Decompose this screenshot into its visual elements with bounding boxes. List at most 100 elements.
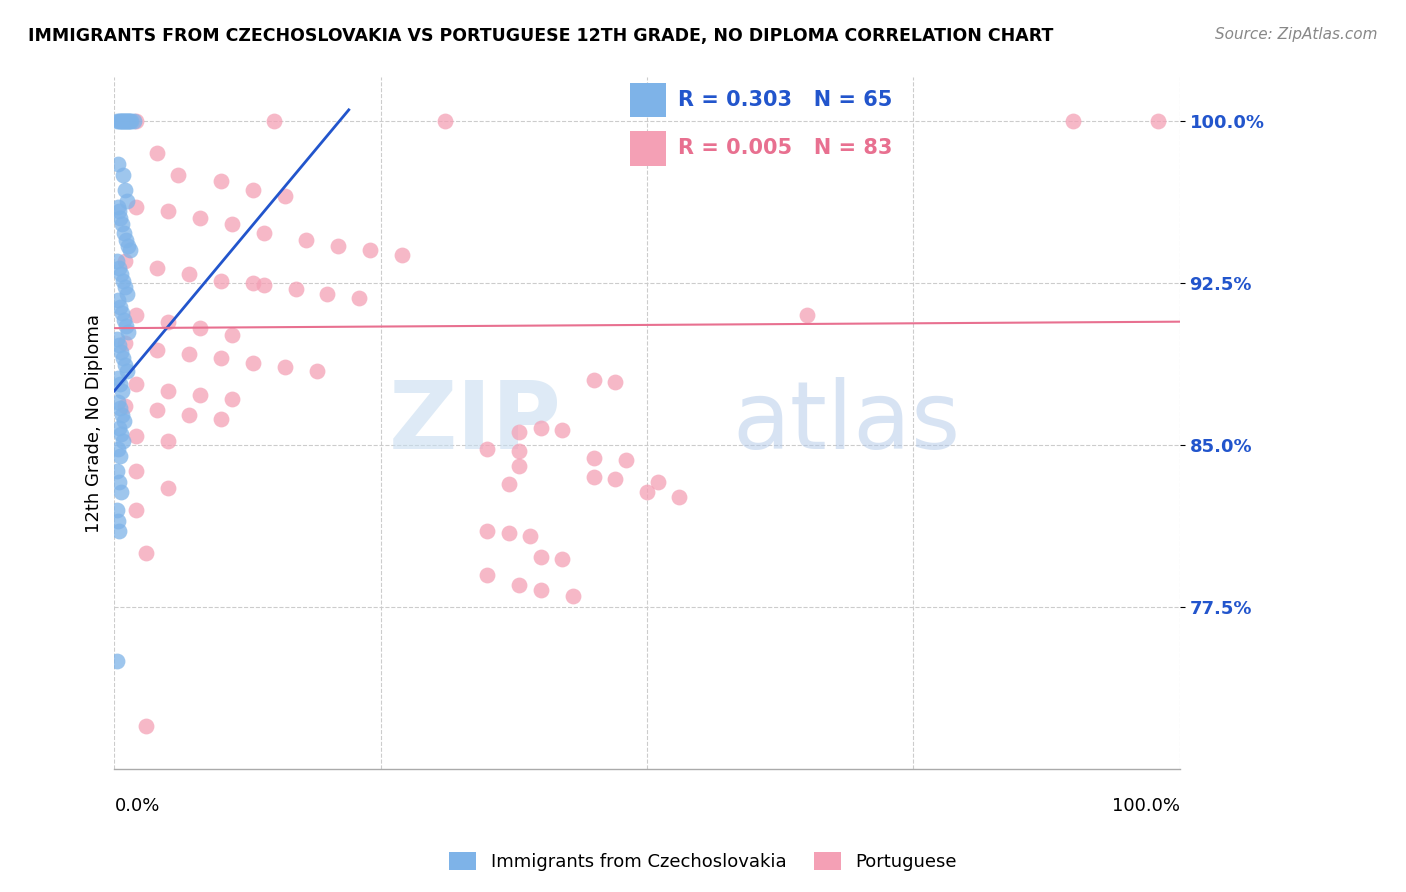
Point xyxy=(156,384,179,398)
Point xyxy=(117,326,139,340)
Point xyxy=(125,308,148,322)
Point xyxy=(146,146,169,161)
Point xyxy=(105,464,128,478)
Point xyxy=(209,274,232,288)
Point xyxy=(108,377,131,392)
Point xyxy=(167,168,190,182)
Point xyxy=(433,113,456,128)
Point xyxy=(796,308,818,322)
Point xyxy=(125,113,148,128)
Point xyxy=(508,425,530,439)
Point xyxy=(105,254,128,268)
Point xyxy=(107,442,129,457)
Point xyxy=(111,434,134,448)
Point xyxy=(111,113,134,128)
Point xyxy=(177,267,200,281)
Point xyxy=(107,204,129,219)
Point xyxy=(107,113,129,128)
Point xyxy=(114,399,136,413)
Point xyxy=(582,373,605,387)
Point xyxy=(115,286,138,301)
Point xyxy=(614,453,637,467)
Point xyxy=(118,113,141,128)
Point xyxy=(117,113,139,128)
Point xyxy=(107,260,129,275)
Point xyxy=(111,218,134,232)
Point xyxy=(107,157,129,171)
Point xyxy=(108,211,131,225)
Point xyxy=(107,293,129,307)
Point xyxy=(156,434,179,448)
Point xyxy=(108,449,131,463)
Point xyxy=(115,113,138,128)
Point xyxy=(114,280,136,294)
Point xyxy=(284,282,307,296)
Point xyxy=(551,552,574,566)
Point xyxy=(120,113,142,128)
Point xyxy=(112,226,135,240)
Point xyxy=(115,194,138,208)
Point xyxy=(107,514,129,528)
Text: Source: ZipAtlas.com: Source: ZipAtlas.com xyxy=(1215,27,1378,42)
Point xyxy=(122,113,145,128)
Point xyxy=(603,473,626,487)
Point xyxy=(146,343,169,357)
Point xyxy=(519,529,541,543)
Point xyxy=(188,321,211,335)
Point xyxy=(561,589,583,603)
Point xyxy=(125,200,148,214)
Point xyxy=(114,113,136,128)
Point xyxy=(668,490,690,504)
Point xyxy=(582,450,605,465)
Point xyxy=(252,277,274,292)
Point xyxy=(114,183,136,197)
FancyBboxPatch shape xyxy=(630,83,666,118)
Point xyxy=(359,244,381,258)
Point xyxy=(242,276,264,290)
Point xyxy=(551,423,574,437)
Point xyxy=(112,113,135,128)
Point xyxy=(107,524,129,539)
Point xyxy=(146,403,169,417)
Point xyxy=(108,113,131,128)
Point xyxy=(115,113,138,128)
Text: atlas: atlas xyxy=(733,377,960,469)
Point xyxy=(221,392,243,407)
Point xyxy=(603,375,626,389)
Text: R = 0.005   N = 83: R = 0.005 N = 83 xyxy=(678,138,891,159)
Point xyxy=(177,347,200,361)
Point xyxy=(107,338,129,352)
Point xyxy=(105,502,128,516)
Point xyxy=(107,200,129,214)
Point xyxy=(295,233,318,247)
Point xyxy=(108,401,131,416)
Point xyxy=(316,286,339,301)
Point xyxy=(110,427,132,442)
Point xyxy=(477,524,499,539)
Y-axis label: 12th Grade, No Diploma: 12th Grade, No Diploma xyxy=(86,314,103,533)
Point xyxy=(326,239,349,253)
Point xyxy=(115,233,138,247)
Point xyxy=(105,113,128,128)
Point xyxy=(477,567,499,582)
Point xyxy=(114,358,136,372)
Point xyxy=(107,371,129,385)
Point xyxy=(114,254,136,268)
Point xyxy=(221,327,243,342)
Point xyxy=(110,345,132,359)
Point xyxy=(146,260,169,275)
Point xyxy=(110,485,132,500)
Point xyxy=(252,226,274,240)
Point xyxy=(242,183,264,197)
Point xyxy=(529,550,551,565)
Point xyxy=(188,211,211,225)
Point xyxy=(274,360,297,375)
Point xyxy=(209,351,232,366)
Point xyxy=(1062,113,1084,128)
Point xyxy=(305,364,328,378)
Point xyxy=(508,578,530,592)
Point xyxy=(529,582,551,597)
Point xyxy=(114,336,136,351)
Point xyxy=(529,420,551,434)
Point xyxy=(120,244,142,258)
